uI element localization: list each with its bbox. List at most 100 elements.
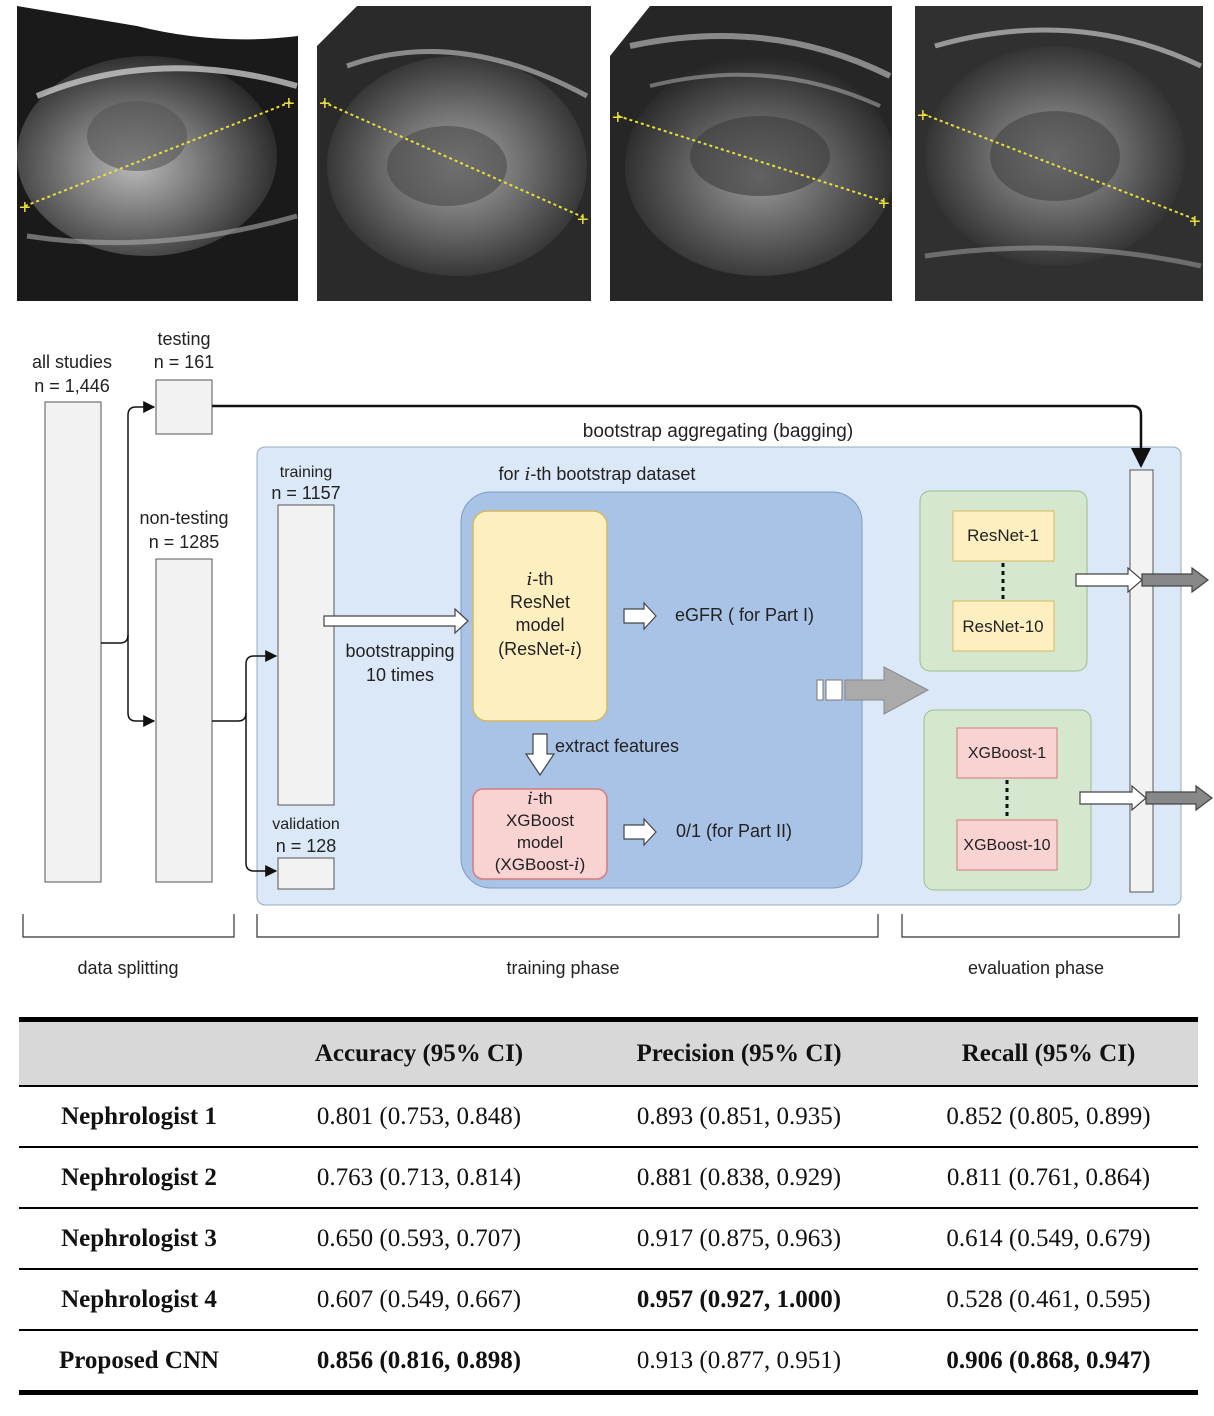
resnet-model-line4: (ResNet-i) — [498, 639, 582, 660]
xgboost-model-line4: (XGBoost-i) — [495, 855, 585, 875]
testing-bar — [155, 379, 213, 435]
binary-output-label: 0/1 (for Part II) — [676, 821, 792, 841]
svg-text:+: + — [283, 93, 295, 115]
precision-cell: 0.917 (0.875, 0.963) — [579, 1208, 899, 1270]
table-header-row: Accuracy (95% CI) Precision (95% CI) Rec… — [19, 1017, 1198, 1087]
table-header-precision: Precision (95% CI) — [579, 1017, 899, 1087]
resnet-ensemble-arrow — [1075, 566, 1143, 594]
split-to-training-arrow — [212, 650, 278, 722]
resnet-model-line1: i-th — [527, 569, 554, 590]
results-table: Accuracy (95% CI) Precision (95% CI) Rec… — [19, 1017, 1198, 1395]
all-studies-label: all studies — [32, 352, 112, 372]
recall-cell: 0.528 (0.461, 0.595) — [899, 1269, 1198, 1331]
accuracy-cell: 0.763 (0.713, 0.814) — [259, 1147, 579, 1209]
svg-text:+: + — [577, 209, 589, 231]
svg-text:+: + — [917, 105, 929, 127]
resnet-model-box — [472, 510, 608, 722]
bootstrapping-line1: bootstrapping — [345, 641, 454, 661]
xgboost-model-line2: XGBoost — [506, 811, 574, 830]
training-phase-bracket — [256, 914, 879, 938]
resnet-1-label: ResNet-1 — [967, 526, 1039, 545]
recall-cell: 0.852 (0.805, 0.899) — [899, 1086, 1198, 1148]
resnet-model-line2: ResNet — [510, 592, 570, 612]
xgboost-model-line3: model — [517, 833, 563, 852]
xgboost-model-box — [472, 788, 608, 880]
xgboost-1-label: XGBoost-1 — [968, 745, 1046, 762]
precision-cell: 0.893 (0.851, 0.935) — [579, 1086, 899, 1148]
xgboost-model-line1: i-th — [527, 789, 552, 809]
accuracy-cell: 0.801 (0.753, 0.848) — [259, 1086, 579, 1148]
non-testing-bar — [155, 558, 213, 883]
ultrasound-image-1: + + — [17, 6, 298, 301]
bootstrapping-arrow — [323, 607, 469, 635]
precision-cell: 0.913 (0.877, 0.951) — [579, 1330, 899, 1395]
ultrasound-image-3: + + — [610, 6, 892, 301]
binary-arrow — [623, 817, 657, 847]
training-phase-label: training phase — [506, 958, 619, 978]
bagging-arrow — [212, 404, 1151, 468]
aggregation-bar — [1129, 469, 1154, 893]
table-header-recall: Recall (95% CI) — [899, 1017, 1198, 1087]
xgboost-output-arrow — [1145, 784, 1213, 812]
ultrasound-image-2: + + — [317, 6, 591, 301]
xgboost-10-label: XGBoost-10 — [963, 837, 1050, 854]
evaluation-phase-label: evaluation phase — [968, 958, 1104, 978]
xgboost-1-box — [956, 727, 1058, 779]
split-to-non-testing-arrow — [127, 635, 156, 727]
gray-arrow-stub-1 — [816, 679, 824, 701]
accuracy-cell: 0.607 (0.549, 0.667) — [259, 1269, 579, 1331]
bootstrap-dataset-header: for i-th bootstrap dataset — [499, 464, 696, 485]
table-header-empty — [19, 1017, 259, 1087]
training-bar — [277, 504, 335, 806]
table-row: Nephrologist 1 0.801 (0.753, 0.848) 0.89… — [19, 1086, 1198, 1148]
row-name: Nephrologist 3 — [19, 1208, 259, 1270]
accuracy-cell: 0.856 (0.816, 0.898) — [259, 1330, 579, 1395]
recall-cell: 0.811 (0.761, 0.864) — [899, 1147, 1198, 1209]
xgboost-10-box — [956, 819, 1058, 871]
all-studies-bar — [44, 401, 102, 883]
svg-text:+: + — [878, 193, 890, 215]
non-testing-count: n = 1285 — [149, 532, 220, 552]
resnet-1-box — [952, 510, 1055, 562]
non-testing-label: non-testing — [139, 508, 228, 528]
bagging-label: bootstrap aggregating (bagging) — [583, 421, 853, 442]
row-name: Nephrologist 4 — [19, 1269, 259, 1331]
validation-label: validation — [272, 816, 340, 833]
row-name: Nephrologist 1 — [19, 1086, 259, 1148]
validation-count: n = 128 — [276, 836, 337, 856]
table-header-accuracy: Accuracy (95% CI) — [259, 1017, 579, 1087]
table-row: Nephrologist 3 0.650 (0.593, 0.707) 0.91… — [19, 1208, 1198, 1270]
table-row: Nephrologist 4 0.607 (0.549, 0.667) 0.95… — [19, 1269, 1198, 1331]
row-name: Proposed CNN — [19, 1330, 259, 1395]
all-studies-count: n = 1,446 — [34, 376, 110, 396]
gray-arrow-stub-2 — [825, 679, 843, 701]
split-to-validation-arrow — [245, 713, 278, 877]
xgboost-ensemble-arrow — [1079, 784, 1147, 812]
resnet-10-box — [952, 600, 1055, 652]
egfr-output-label: eGFR ( for Part I) — [675, 605, 814, 625]
resnet-output-arrow — [1141, 566, 1209, 594]
svg-text:+: + — [1189, 211, 1201, 233]
recall-cell: 0.614 (0.549, 0.679) — [899, 1208, 1198, 1270]
table-row: Nephrologist 2 0.763 (0.713, 0.814) 0.88… — [19, 1147, 1198, 1209]
recall-cell: 0.906 (0.868, 0.947) — [899, 1330, 1198, 1395]
pipeline-diagram: all studies n = 1,446 testing n = 161 no… — [22, 329, 1213, 978]
resnet-10-label: ResNet-10 — [962, 617, 1043, 636]
split-to-testing-arrow — [101, 401, 156, 644]
row-name: Nephrologist 2 — [19, 1147, 259, 1209]
extract-features-arrow — [524, 733, 556, 777]
precision-cell: 0.881 (0.838, 0.929) — [579, 1147, 899, 1209]
svg-text:+: + — [19, 197, 31, 219]
svg-text:+: + — [612, 107, 624, 129]
precision-cell: 0.957 (0.927, 1.000) — [579, 1269, 899, 1331]
training-count: n = 1157 — [271, 483, 340, 503]
svg-text:+: + — [319, 93, 331, 115]
evaluation-phase-bracket — [901, 914, 1180, 938]
bootstrapping-line2: 10 times — [366, 665, 434, 685]
extract-features-label: extract features — [555, 736, 679, 756]
to-ensemble-arrow — [844, 666, 930, 715]
testing-label: testing — [157, 329, 210, 349]
data-splitting-label: data splitting — [77, 958, 178, 978]
testing-count: n = 161 — [154, 352, 215, 372]
accuracy-cell: 0.650 (0.593, 0.707) — [259, 1208, 579, 1270]
